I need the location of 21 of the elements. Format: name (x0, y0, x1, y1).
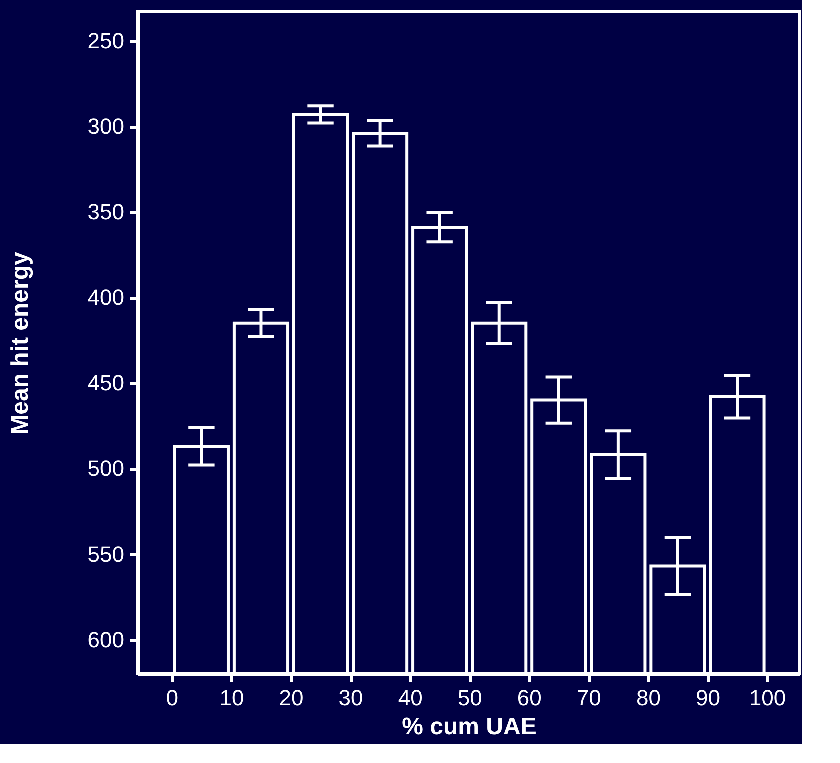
x-tick-label: 30 (338, 686, 364, 710)
x-tick-label: 20 (279, 686, 304, 710)
x-tick-label: 100 (749, 686, 786, 710)
y-tick-label: 350 (88, 200, 124, 225)
x-tick-label: 60 (517, 686, 542, 710)
x-tick-label: 50 (458, 686, 482, 710)
x-tick-label: 0 (166, 686, 179, 710)
x-tick-label: 40 (398, 686, 423, 710)
x-tick-label: 10 (220, 686, 244, 710)
x-tick-label: 90 (696, 686, 720, 710)
y-tick-label: 600 (88, 627, 124, 652)
y-axis-title: Mean hit energy (6, 252, 34, 435)
x-axis-title: % cum UAE (402, 714, 537, 740)
x-tick-label: 70 (576, 686, 602, 710)
y-tick-label: 550 (88, 542, 124, 567)
x-tick-label: 80 (636, 686, 661, 710)
y-tick-label: 250 (88, 28, 124, 54)
y-tick-label: 450 (88, 370, 124, 396)
y-tick-label: 300 (88, 114, 124, 140)
y-tick-label: 500 (88, 456, 124, 482)
y-tick-label: 400 (88, 285, 124, 310)
